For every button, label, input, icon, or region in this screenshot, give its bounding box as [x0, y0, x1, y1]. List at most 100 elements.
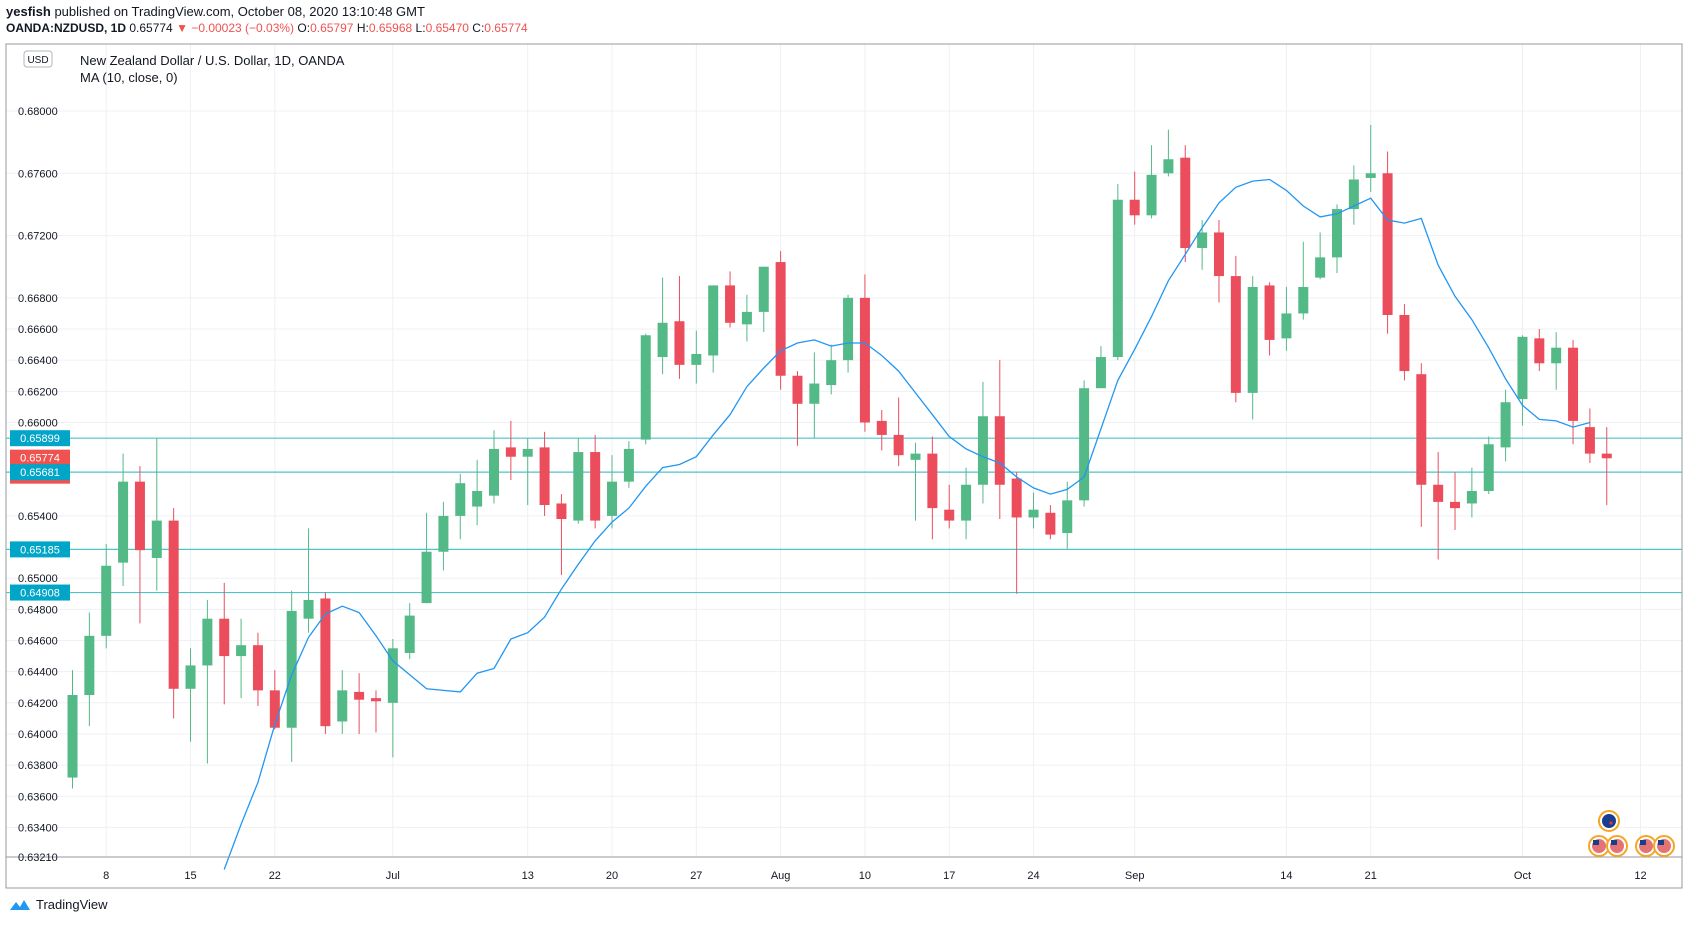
currency-badge[interactable]: USD	[23, 50, 53, 68]
candle-up	[455, 473, 466, 540]
currency-label: USD	[27, 55, 48, 66]
candle-body	[1399, 315, 1410, 372]
candle-body	[1264, 285, 1275, 340]
time-tick-label: 20	[606, 870, 618, 882]
symbol-label: OANDA:NZDUSD, 1D	[6, 21, 126, 35]
badge-background	[10, 449, 70, 466]
candle-up	[809, 352, 820, 439]
grid	[6, 44, 1682, 858]
candle-up	[623, 441, 634, 488]
badge-label: 0.65185	[20, 544, 60, 556]
candle-body	[101, 565, 112, 636]
price-tick-label: 0.64400	[18, 667, 58, 679]
indicator-label: MA (10, close, 0)	[80, 70, 178, 85]
nz-flag-icon[interactable]	[1598, 810, 1620, 832]
price-tick-label: 0.66400	[18, 355, 58, 367]
candle-down	[994, 360, 1005, 520]
candle-down	[944, 484, 955, 529]
footer: TradingView	[8, 897, 108, 912]
candle-body	[1247, 286, 1258, 393]
candle-body	[741, 311, 752, 325]
price-tick-label: 0.64200	[18, 698, 58, 710]
candle-body	[202, 618, 213, 666]
candle-up	[573, 438, 584, 524]
candle-up	[657, 277, 668, 375]
candle-body	[354, 691, 365, 700]
badge-label: 0.65774	[20, 453, 60, 465]
candle-body	[961, 484, 972, 521]
candle-body	[320, 598, 331, 727]
high-label: H:	[356, 21, 369, 35]
price-axis[interactable]: 0.68000 0.67600 0.67200 0.66800 0.66600 0.664…	[18, 106, 58, 864]
event-markers[interactable]	[1588, 810, 1675, 857]
candle-body	[1568, 347, 1579, 421]
candle-up	[640, 333, 651, 445]
candle-up	[1517, 335, 1528, 426]
candle-body	[118, 481, 129, 563]
price-tick-label: 0.65400	[18, 511, 58, 523]
candle-down	[590, 434, 601, 529]
candle-down	[252, 632, 263, 706]
candle-body	[269, 690, 280, 728]
candle-up	[421, 512, 432, 604]
candle-body	[758, 266, 769, 312]
ohlc-legend: OANDA:NZDUSD, 1D 0.65774 ▼ −0.00023 (−0.…	[6, 21, 528, 35]
candle-body	[67, 695, 78, 778]
time-tick-label: Sep	[1125, 870, 1145, 882]
candle-up	[961, 467, 972, 540]
candle-up	[977, 381, 988, 504]
last-price: 0.65774	[129, 21, 173, 35]
candle-body	[809, 383, 820, 404]
down-arrow-icon: ▼	[176, 21, 188, 35]
high-value: 0.65968	[368, 21, 413, 35]
us-flag-icon[interactable]	[1635, 835, 1657, 857]
time-axis[interactable]: 8 15 22 Jul 13 20 27 Aug 10 17 24 Sep 14 21 Oct 12	[103, 870, 1646, 882]
line-price-badge: 0.65899	[10, 430, 70, 447]
candle-down	[370, 690, 381, 733]
candle-body	[1500, 402, 1511, 448]
publisher-name: yesfish	[6, 4, 51, 19]
candle-body	[1298, 286, 1309, 314]
candle-down	[1433, 452, 1444, 560]
candle-up	[1365, 124, 1376, 192]
time-tick-label: 27	[690, 870, 702, 882]
candle-down	[775, 251, 786, 390]
candle-body	[1197, 232, 1208, 249]
time-tick-label: 24	[1027, 870, 1039, 882]
price-tick-label: 0.67600	[18, 168, 58, 180]
price-tick-label: 0.63210	[18, 852, 58, 864]
candle-body	[859, 297, 870, 423]
us-flag-icon[interactable]	[1606, 835, 1628, 857]
candle-up	[1483, 436, 1494, 495]
candle-body	[1045, 512, 1056, 535]
candle-down	[792, 371, 803, 446]
time-tick-label: Oct	[1514, 870, 1531, 882]
badge-label: 0.64908	[20, 588, 60, 600]
candle-down	[1534, 329, 1545, 372]
candle-up	[1163, 129, 1174, 177]
candle-body	[691, 353, 702, 365]
price-tick-label: 0.66800	[18, 293, 58, 305]
candle-body	[590, 452, 601, 521]
candle-up	[1281, 286, 1292, 351]
candle-body	[421, 551, 432, 604]
candle-up	[1298, 241, 1309, 320]
candle-body	[977, 416, 988, 485]
us-flag-icon[interactable]	[1588, 835, 1610, 857]
last-price-badge: 0.65774	[10, 449, 70, 466]
candle-body	[640, 335, 651, 440]
candle-body	[674, 321, 685, 365]
candle-body	[252, 645, 263, 691]
candle-up	[1146, 145, 1157, 219]
candle-down	[1568, 339, 1579, 445]
us-flag-icon[interactable]	[1653, 835, 1675, 857]
price-tick-label: 0.65000	[18, 573, 58, 585]
candle-body	[1551, 347, 1562, 364]
candle-body	[792, 375, 803, 404]
candle-body	[573, 452, 584, 521]
candle-body	[1163, 159, 1174, 174]
candle-down	[1450, 472, 1461, 530]
candle-up	[741, 294, 752, 342]
candle-down	[725, 271, 736, 328]
